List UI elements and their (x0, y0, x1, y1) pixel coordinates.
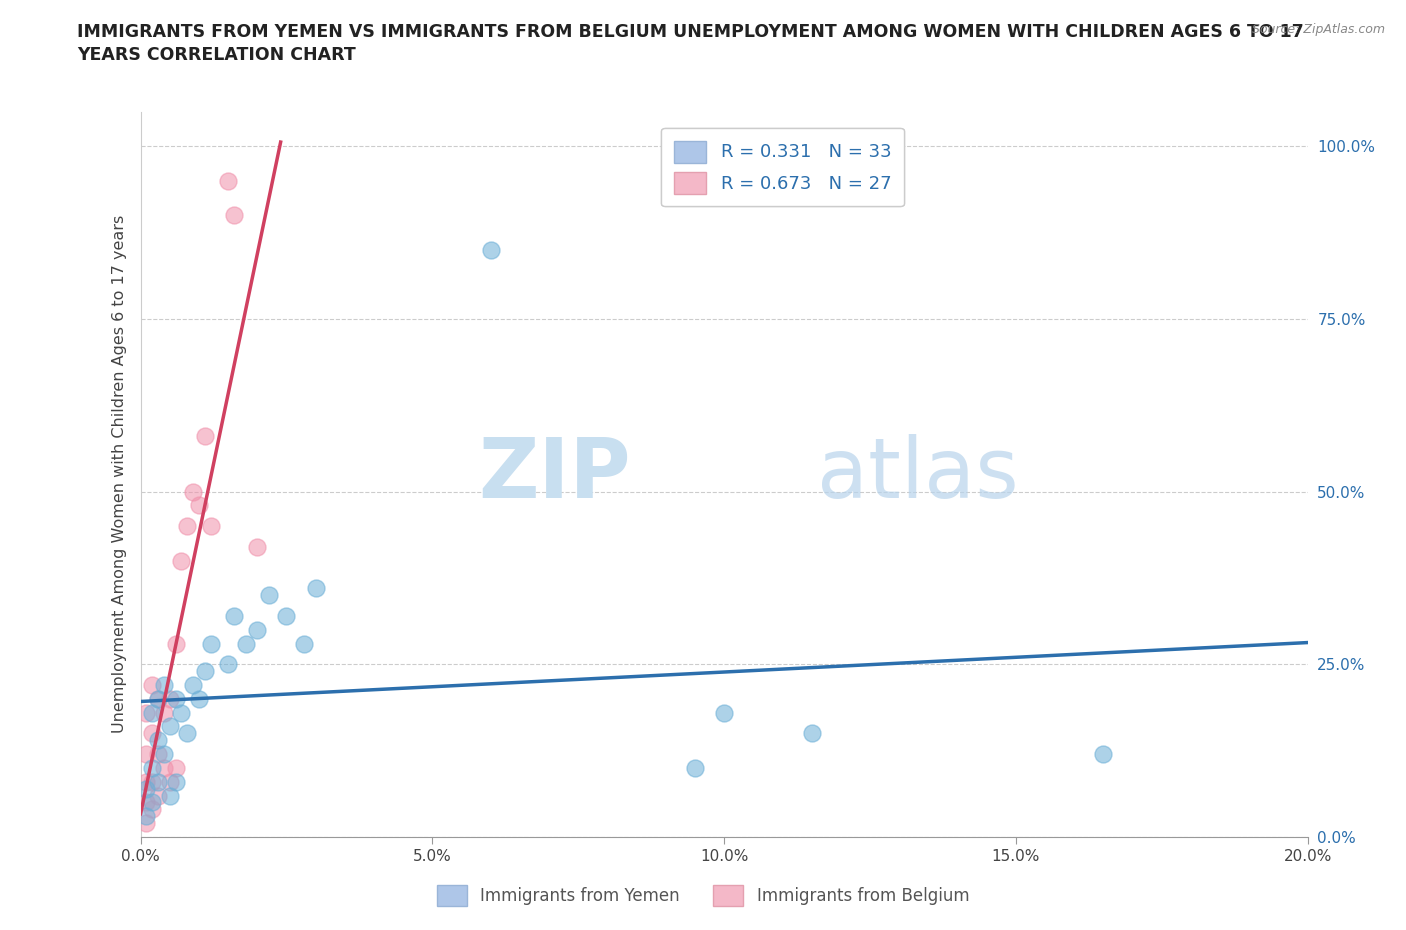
Immigrants from Belgium (159, 691, 181, 706)
Immigrants from Yemen (713, 705, 735, 720)
Immigrants from Yemen (176, 726, 198, 741)
Immigrants from Belgium (200, 519, 222, 534)
Immigrants from Yemen (181, 678, 204, 693)
Immigrants from Yemen (683, 761, 706, 776)
Immigrants from Yemen (165, 691, 187, 706)
Text: YEARS CORRELATION CHART: YEARS CORRELATION CHART (77, 46, 356, 64)
Immigrants from Belgium (159, 775, 181, 790)
Immigrants from Yemen (276, 608, 298, 623)
Immigrants from Belgium (153, 761, 176, 776)
Immigrants from Yemen (146, 691, 169, 706)
Immigrants from Belgium (141, 775, 163, 790)
Immigrants from Belgium (141, 802, 163, 817)
Immigrants from Belgium (217, 173, 239, 188)
Immigrants from Yemen (194, 664, 217, 679)
Immigrants from Belgium (146, 691, 169, 706)
Immigrants from Belgium (188, 498, 211, 512)
Immigrants from Yemen (292, 636, 315, 651)
Immigrants from Belgium (135, 816, 157, 830)
Immigrants from Belgium (176, 519, 198, 534)
Immigrants from Belgium (146, 747, 169, 762)
Immigrants from Yemen (165, 775, 187, 790)
Immigrants from Belgium (181, 485, 204, 499)
Immigrants from Belgium (135, 775, 157, 790)
Immigrants from Yemen (135, 781, 157, 796)
Immigrants from Belgium (135, 705, 157, 720)
Immigrants from Belgium (246, 539, 269, 554)
Text: atlas: atlas (817, 433, 1019, 515)
Immigrants from Yemen (146, 775, 169, 790)
Immigrants from Yemen (170, 705, 193, 720)
Immigrants from Belgium (135, 795, 157, 810)
Legend: R = 0.331   N = 33, R = 0.673   N = 27: R = 0.331 N = 33, R = 0.673 N = 27 (661, 128, 904, 206)
Immigrants from Belgium (141, 678, 163, 693)
Immigrants from Yemen (135, 809, 157, 824)
Immigrants from Yemen (235, 636, 257, 651)
Immigrants from Yemen (200, 636, 222, 651)
Immigrants from Belgium (141, 726, 163, 741)
Immigrants from Yemen (246, 622, 269, 637)
Text: ZIP: ZIP (478, 433, 631, 515)
Immigrants from Yemen (141, 795, 163, 810)
Immigrants from Yemen (222, 608, 245, 623)
Immigrants from Yemen (800, 726, 823, 741)
Immigrants from Yemen (141, 761, 163, 776)
Legend: Immigrants from Yemen, Immigrants from Belgium: Immigrants from Yemen, Immigrants from B… (430, 879, 976, 912)
Immigrants from Yemen (141, 705, 163, 720)
Text: Source: ZipAtlas.com: Source: ZipAtlas.com (1251, 23, 1385, 36)
Immigrants from Yemen (159, 788, 181, 803)
Immigrants from Yemen (188, 691, 211, 706)
Immigrants from Belgium (165, 761, 187, 776)
Immigrants from Yemen (146, 733, 169, 748)
Immigrants from Belgium (135, 747, 157, 762)
Immigrants from Yemen (159, 719, 181, 734)
Immigrants from Belgium (222, 207, 245, 222)
Immigrants from Belgium (170, 553, 193, 568)
Immigrants from Yemen (257, 588, 280, 603)
Immigrants from Belgium (194, 429, 217, 444)
Immigrants from Yemen (153, 747, 176, 762)
Immigrants from Belgium (165, 636, 187, 651)
Text: IMMIGRANTS FROM YEMEN VS IMMIGRANTS FROM BELGIUM UNEMPLOYMENT AMONG WOMEN WITH C: IMMIGRANTS FROM YEMEN VS IMMIGRANTS FROM… (77, 23, 1305, 41)
Immigrants from Belgium (146, 788, 169, 803)
Immigrants from Yemen (153, 678, 176, 693)
Immigrants from Yemen (1092, 747, 1115, 762)
Y-axis label: Unemployment Among Women with Children Ages 6 to 17 years: Unemployment Among Women with Children A… (111, 215, 127, 734)
Immigrants from Yemen (217, 657, 239, 671)
Immigrants from Belgium (153, 705, 176, 720)
Immigrants from Yemen (305, 581, 328, 596)
Immigrants from Yemen (479, 243, 502, 258)
